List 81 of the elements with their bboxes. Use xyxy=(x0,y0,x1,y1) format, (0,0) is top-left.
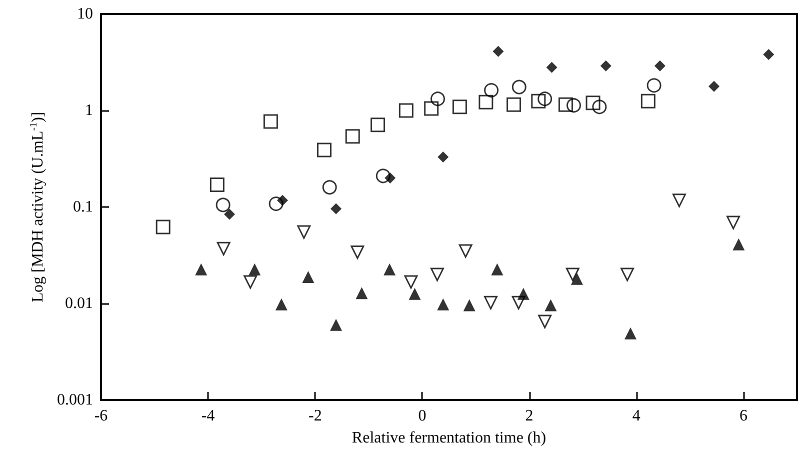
y-axis-title: Log [MDH activity (U.mL-1)] xyxy=(28,112,47,302)
point xyxy=(263,114,278,129)
point xyxy=(646,78,662,93)
point xyxy=(726,216,740,230)
x-tick-label: -6 xyxy=(94,408,108,424)
point xyxy=(544,299,557,312)
y-tick-label: 0.01 xyxy=(65,295,93,312)
point xyxy=(244,275,258,289)
x-tick-label: -2 xyxy=(308,408,322,424)
point xyxy=(424,101,439,116)
point xyxy=(356,287,368,300)
point xyxy=(624,327,636,340)
point xyxy=(463,299,476,312)
point xyxy=(216,198,230,212)
point xyxy=(506,97,522,112)
point xyxy=(458,244,472,258)
y-tick-label: 10 xyxy=(77,6,93,22)
y-tick-label: 1 xyxy=(85,102,93,119)
point xyxy=(546,62,558,73)
point xyxy=(566,268,580,282)
point xyxy=(404,275,418,289)
y-tick-label: 0.1 xyxy=(73,198,93,216)
point xyxy=(248,263,261,276)
point xyxy=(484,83,499,98)
point xyxy=(384,172,396,184)
point xyxy=(276,194,288,206)
point xyxy=(438,151,449,162)
point xyxy=(538,314,552,328)
point xyxy=(345,129,360,144)
point xyxy=(586,96,600,110)
point xyxy=(268,196,284,212)
x-axis-title: Relative fermentation time (h) xyxy=(352,430,546,446)
point xyxy=(275,298,288,310)
point xyxy=(330,318,342,331)
point xyxy=(452,100,467,114)
x-tick-label: 6 xyxy=(739,408,748,424)
point xyxy=(538,92,552,106)
point xyxy=(384,263,396,276)
x-tick-label: 0 xyxy=(418,408,426,424)
point xyxy=(322,180,337,195)
point xyxy=(592,100,607,114)
point xyxy=(517,288,530,300)
point xyxy=(224,208,235,220)
point xyxy=(640,94,656,108)
point xyxy=(437,298,450,310)
point xyxy=(566,98,581,113)
point xyxy=(512,296,526,310)
point xyxy=(297,225,311,239)
point xyxy=(430,268,444,282)
point xyxy=(492,46,504,57)
point xyxy=(478,94,494,110)
point xyxy=(531,94,546,108)
point xyxy=(600,60,612,72)
point xyxy=(708,80,720,92)
point xyxy=(570,272,583,285)
y-tick-label: 0.001 xyxy=(57,392,93,408)
point xyxy=(370,118,386,132)
point xyxy=(672,194,686,208)
point xyxy=(350,245,364,259)
point xyxy=(732,238,745,250)
x-tick-label: 4 xyxy=(632,408,640,424)
x-tick-label: 2 xyxy=(525,408,534,424)
point xyxy=(398,103,414,118)
point xyxy=(512,80,526,94)
point xyxy=(484,296,498,310)
point xyxy=(317,142,332,158)
point xyxy=(302,271,314,284)
point xyxy=(763,49,774,60)
point xyxy=(195,263,208,276)
point xyxy=(408,288,421,300)
point xyxy=(491,263,504,276)
point xyxy=(654,60,666,72)
point xyxy=(156,220,170,234)
point xyxy=(430,92,446,106)
point xyxy=(216,242,230,256)
x-tick-label: -4 xyxy=(201,408,215,424)
point xyxy=(376,168,390,184)
point xyxy=(558,97,573,112)
point xyxy=(620,268,634,282)
point xyxy=(330,203,342,214)
point xyxy=(210,178,224,192)
